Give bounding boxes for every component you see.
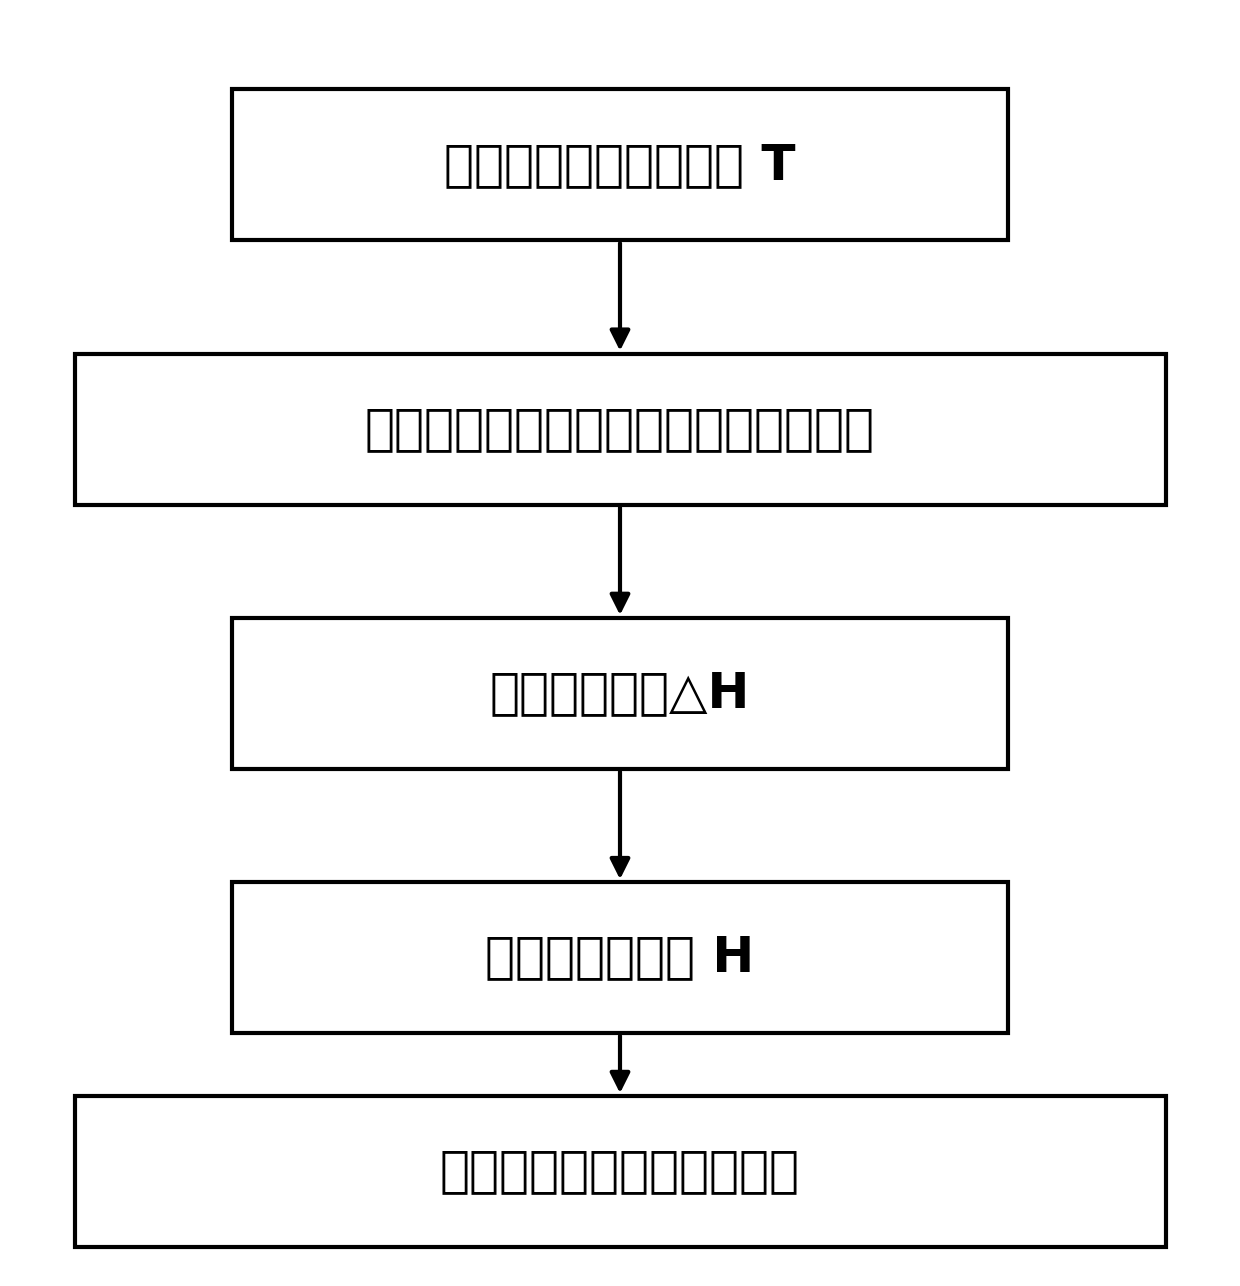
FancyBboxPatch shape	[232, 882, 1008, 1033]
FancyBboxPatch shape	[74, 354, 1166, 504]
FancyBboxPatch shape	[74, 1096, 1166, 1247]
Text: 设定一个设计筒体温度 T: 设定一个设计筒体温度 T	[444, 141, 796, 189]
Text: 计算设计脱水量 H: 计算设计脱水量 H	[485, 934, 755, 981]
FancyBboxPatch shape	[232, 617, 1008, 769]
Text: 带入配方库，获得筒体温度: 带入配方库，获得筒体温度	[440, 1147, 800, 1196]
Text: 计算脱水能力△H: 计算脱水能力△H	[490, 669, 750, 718]
FancyBboxPatch shape	[232, 90, 1008, 240]
Text: 选定实际筒体温度和对应的实际脱水量: 选定实际筒体温度和对应的实际脱水量	[365, 405, 875, 453]
